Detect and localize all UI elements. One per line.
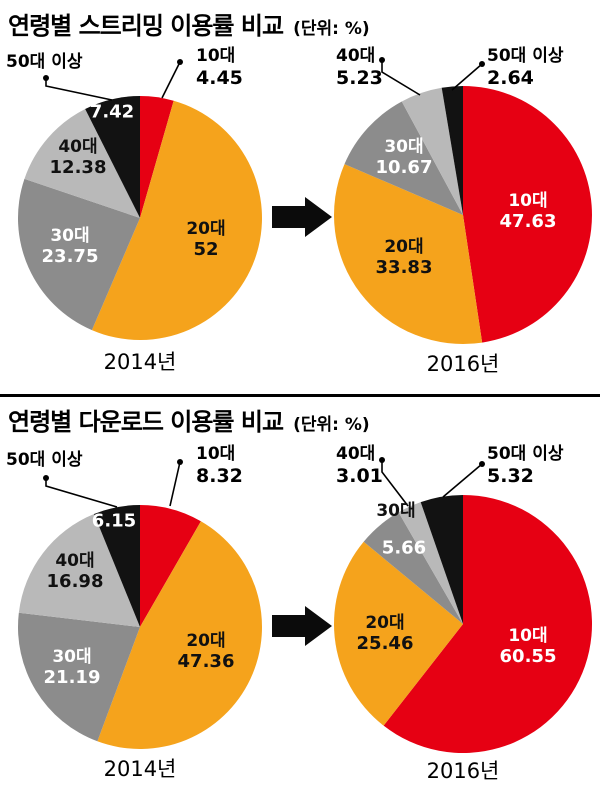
callout-dot bbox=[43, 475, 49, 481]
s2-title: 연령별 다운로드 이용률 비교 bbox=[8, 408, 284, 436]
s1-callout-40s-2016: 40대 5.23 bbox=[336, 46, 383, 89]
pie-slice-1 bbox=[140, 505, 201, 627]
s2-slice-label-20s-2016: 20대 25.46 bbox=[356, 612, 414, 654]
arrow-right-icon bbox=[272, 197, 332, 237]
s2-slice-label-50s-2014: 6.15 bbox=[91, 510, 137, 532]
callout-line bbox=[381, 460, 409, 507]
s1-slice-label-30s-2016: 30대 10.67 bbox=[375, 136, 433, 178]
callout-dot bbox=[379, 57, 385, 63]
pie-slice-2 bbox=[97, 521, 262, 749]
pie-slice-1 bbox=[383, 495, 593, 753]
pie-slice-1 bbox=[140, 96, 174, 218]
s1-callout-50s-2014: 50대 이상 bbox=[6, 52, 83, 72]
pie-slice-4 bbox=[401, 87, 463, 215]
s2-year-2016: 2016년 bbox=[426, 759, 500, 783]
pie-slice-4 bbox=[24, 109, 141, 218]
s1-slice-label-20s-2016: 20대 33.83 bbox=[375, 236, 433, 278]
pie-slice-5 bbox=[420, 495, 463, 624]
s1-title: 연령별 스트리밍 이용률 비교 bbox=[8, 12, 284, 40]
pie-slice-4 bbox=[18, 514, 141, 627]
s1-callout-50s-2016: 50대 이상 2.64 bbox=[487, 46, 564, 89]
s2-callout-10s-2014: 10대 8.32 bbox=[196, 444, 243, 487]
pie-slice-2 bbox=[91, 100, 262, 341]
s2-callout-40s-2016: 40대 3.01 bbox=[336, 444, 383, 487]
s2-callout-50s-2016: 50대 이상 5.32 bbox=[487, 444, 564, 487]
pie-slice-3 bbox=[363, 512, 463, 624]
s2-slice-label-10s-2016: 10대 60.55 bbox=[499, 625, 557, 667]
pie-download-2014 bbox=[17, 505, 262, 749]
pie-slice-5 bbox=[85, 96, 140, 218]
pie-slice-3 bbox=[17, 612, 140, 742]
callout-dot bbox=[43, 75, 49, 81]
callout-line bbox=[451, 63, 483, 91]
s1-year-2014: 2014년 bbox=[103, 350, 177, 374]
s1-slice-label-20s-2014: 20대 52 bbox=[186, 218, 226, 260]
pie-slice-3 bbox=[344, 101, 463, 215]
s1-callout-10s-2014: 10대 4.45 bbox=[196, 46, 243, 89]
callout-line bbox=[161, 61, 181, 99]
pie-streaming-2014 bbox=[17, 96, 262, 341]
pie-slice-2 bbox=[334, 541, 463, 726]
callout-line bbox=[45, 478, 118, 508]
s1-slice-label-10s-2016: 10대 47.63 bbox=[499, 190, 557, 232]
callout-dot bbox=[479, 61, 485, 67]
pie-download-2016 bbox=[334, 495, 593, 753]
s2-slice-label-30s-2014: 30대 21.19 bbox=[43, 646, 101, 688]
callout-line bbox=[169, 461, 181, 507]
s2-slice-label-30s-name-2016: 30대 bbox=[376, 501, 416, 522]
s2-callout-50s-2014: 50대 이상 bbox=[6, 450, 83, 470]
s2-slice-label-30s-value-2016: 5.66 bbox=[381, 537, 427, 559]
s1-slice-label-30s-2014: 30대 23.75 bbox=[41, 225, 99, 267]
callout-dot bbox=[177, 459, 183, 465]
s2-year-2014: 2014년 bbox=[103, 757, 177, 781]
pie-slice-5 bbox=[441, 85, 463, 215]
s1-slice-label-50s-2014: 7.42 bbox=[89, 101, 135, 123]
section-divider bbox=[0, 394, 600, 397]
s2-header: 연령별 다운로드 이용률 비교 (단위: %) bbox=[8, 402, 370, 437]
callout-line bbox=[381, 60, 421, 96]
callout-line bbox=[45, 78, 113, 101]
pie-slice-2 bbox=[334, 164, 483, 344]
callout-dot bbox=[379, 457, 385, 463]
callout-dot bbox=[479, 461, 485, 467]
s1-year-2016: 2016년 bbox=[426, 352, 500, 376]
callout-dot bbox=[177, 59, 183, 65]
callout-line bbox=[442, 463, 483, 498]
arrow-right-icon bbox=[272, 606, 332, 646]
pie-slice-3 bbox=[17, 178, 141, 331]
pie-slice-4 bbox=[398, 502, 463, 624]
s1-slice-label-40s-2014: 40대 12.38 bbox=[49, 136, 107, 178]
s1-header: 연령별 스트리밍 이용률 비교 (단위: %) bbox=[8, 6, 370, 41]
callout-lines bbox=[43, 57, 485, 508]
s2-slice-label-40s-2014: 40대 16.98 bbox=[46, 550, 104, 592]
pie-slice-5 bbox=[94, 505, 140, 627]
s2-unit-label: (단위: %) bbox=[293, 415, 370, 435]
pie-streaming-2016 bbox=[334, 85, 592, 344]
pie-slice-1 bbox=[463, 86, 592, 343]
s2-slice-label-20s-2014: 20대 47.36 bbox=[177, 630, 235, 672]
s1-unit-label: (단위: %) bbox=[293, 19, 370, 39]
